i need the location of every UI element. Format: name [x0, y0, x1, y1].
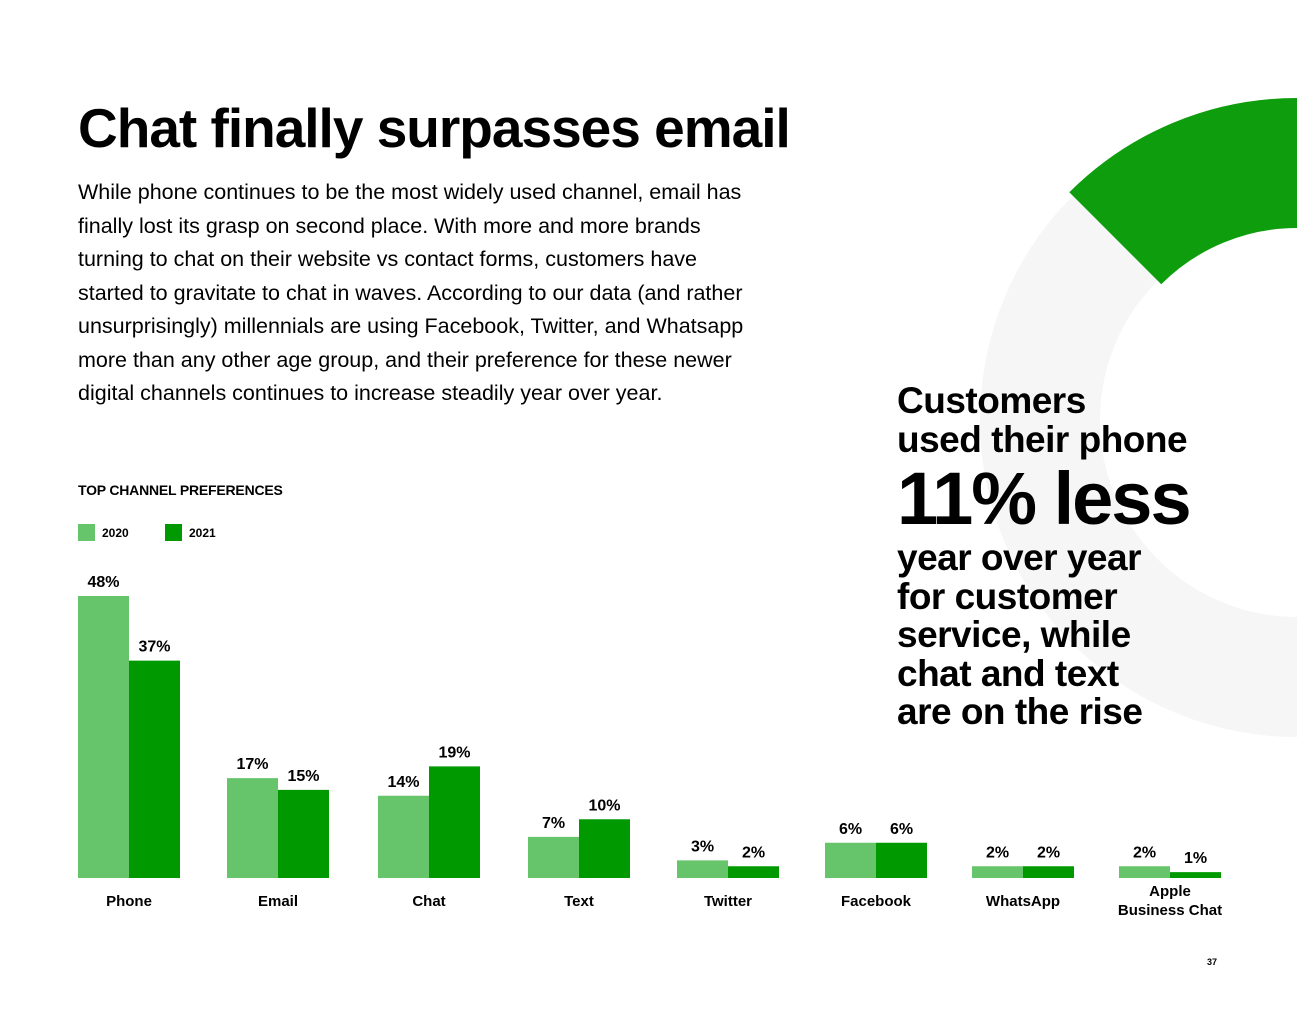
bar-chat-2020 — [378, 795, 429, 878]
bar-text-2020 — [528, 836, 579, 878]
data-label-whatsapp-2020: 2% — [986, 844, 1009, 861]
intro-line: more than any other age group, and their… — [78, 347, 732, 372]
bar-facebook-2021 — [876, 842, 927, 878]
intro-line: unsurprisingly) millennials are using Fa… — [78, 314, 744, 338]
intro-line: digital channels continues to increase s… — [78, 381, 663, 405]
callout-lead-line: Customers — [897, 380, 1086, 421]
data-label-email-2021: 15% — [287, 768, 319, 785]
data-label-phone-2020: 48% — [87, 574, 119, 591]
data-label-phone-2021: 37% — [138, 639, 170, 656]
intro-line: turning to chat on their website vs cont… — [78, 247, 698, 271]
callout: Customers used their phone 11% less year… — [897, 380, 1287, 732]
bar-chat-2021 — [429, 766, 480, 878]
data-label-text-2020: 7% — [542, 815, 565, 832]
bar-twitter-2020 — [677, 860, 728, 878]
callout-tail-line: for customer — [897, 575, 1118, 617]
category-label-email: Email — [258, 893, 298, 910]
data-label-email-2020: 17% — [236, 756, 268, 773]
callout-lead-line: used their phone — [897, 418, 1188, 460]
page-title: Chat finally surpasses email — [78, 97, 791, 159]
page-number: 37 — [1207, 957, 1218, 967]
data-label-facebook-2021: 6% — [890, 821, 913, 838]
legend-item-2021: 2021 — [165, 524, 216, 541]
chart-title: TOP CHANNEL PREFERENCES — [78, 482, 283, 498]
category-label-text: Text — [564, 893, 594, 910]
bar-whatsapp-2020 — [972, 866, 1023, 878]
category-label-chat: Chat — [412, 893, 445, 910]
data-label-text-2021: 10% — [588, 797, 620, 814]
legend-item-2020: 2020 — [78, 524, 129, 541]
data-label-chat-2020: 14% — [387, 774, 419, 791]
bar-phone-2021 — [129, 660, 180, 878]
category-label-apple-business-chat: Business Chat — [1118, 902, 1222, 919]
bar-twitter-2021 — [728, 866, 779, 878]
callout-tail-line: service, while — [897, 614, 1131, 655]
callout-tail-line: are on the rise — [897, 691, 1143, 732]
intro-line: started to gravitate to chat in waves. A… — [78, 280, 743, 305]
category-label-apple-business-chat: Apple — [1149, 883, 1191, 900]
data-label-facebook-2020: 6% — [839, 821, 862, 838]
data-label-twitter-2020: 3% — [691, 838, 714, 855]
bar-phone-2020 — [78, 596, 129, 878]
callout-tail-line: year over year — [897, 537, 1141, 578]
callout-tail-line: chat and text — [897, 652, 1119, 694]
data-label-chat-2021: 19% — [438, 744, 470, 761]
legend-swatch-2020 — [78, 524, 95, 541]
category-label-twitter: Twitter — [704, 893, 752, 910]
intro-paragraph: While phone continues to be the most wid… — [78, 176, 858, 411]
intro-line: finally lost its grasp on second place. … — [78, 213, 701, 238]
ring-accent-arc — [1069, 98, 1297, 286]
intro-line: While phone continues to be the most wid… — [78, 180, 742, 204]
bar-text-2021 — [579, 819, 630, 878]
legend-label-2020: 2020 — [102, 525, 129, 540]
category-label-phone: Phone — [106, 893, 152, 910]
data-label-apple-business-chat-2020: 2% — [1133, 844, 1156, 861]
bar-email-2020 — [227, 778, 278, 878]
bar-apple-business-chat-2020 — [1119, 866, 1170, 878]
data-label-twitter-2021: 2% — [742, 844, 765, 861]
bar-facebook-2020 — [825, 842, 876, 878]
callout-highlight: 11% less — [897, 457, 1192, 540]
bar-apple-business-chat-2021 — [1170, 872, 1221, 878]
bar-whatsapp-2021 — [1023, 866, 1074, 878]
legend-swatch-2021 — [165, 524, 182, 541]
bar-email-2021 — [278, 789, 329, 878]
legend-label-2021: 2021 — [189, 525, 216, 540]
category-label-facebook: Facebook — [841, 893, 912, 910]
category-label-whatsapp: WhatsApp — [986, 893, 1060, 910]
data-label-whatsapp-2021: 2% — [1037, 844, 1060, 861]
data-label-apple-business-chat-2021: 1% — [1184, 850, 1207, 867]
